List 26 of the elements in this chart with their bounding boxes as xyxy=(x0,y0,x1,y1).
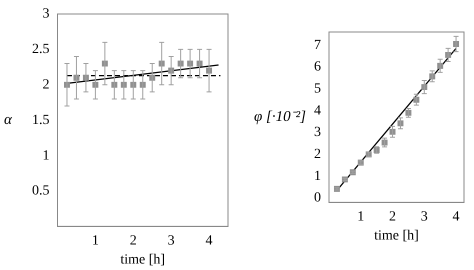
x-tick-label: 1 xyxy=(92,233,99,248)
y-tick-label: 1 xyxy=(314,168,321,184)
x-tick-label: 3 xyxy=(168,233,175,248)
y-tick-label: 2.5 xyxy=(32,42,50,58)
x-tick-label: 4 xyxy=(206,233,213,248)
y-tick-label: 3 xyxy=(42,6,50,22)
y-tick-label: 0 xyxy=(314,190,321,206)
x-axis-title: time [h] xyxy=(374,228,419,244)
y-tick-label: 6 xyxy=(314,60,321,75)
y-tick-label: 3 xyxy=(314,125,321,140)
x-tick-label: 3 xyxy=(420,209,428,224)
x-tick-label: 1 xyxy=(357,209,364,224)
y-tick-label: 1 xyxy=(42,148,50,164)
y-tick-label: 5 xyxy=(314,81,321,96)
x-tick-label: 2 xyxy=(130,233,137,248)
y-tick-label: 2 xyxy=(314,147,321,162)
x-tick-label: 4 xyxy=(452,209,460,224)
y-tick-label: 7 xyxy=(314,38,321,53)
y-axis-title: α xyxy=(4,112,13,128)
y-tick-label: 0.5 xyxy=(32,184,50,199)
y-axis-title: φ [·10⁻²] xyxy=(254,109,306,126)
x-axis-title: time [h] xyxy=(120,252,166,268)
y-tick-label: 4 xyxy=(314,103,321,118)
y-tick-label: 2 xyxy=(42,77,50,92)
x-tick-label: 2 xyxy=(389,209,396,224)
y-tick-label: 1.5 xyxy=(32,112,50,128)
